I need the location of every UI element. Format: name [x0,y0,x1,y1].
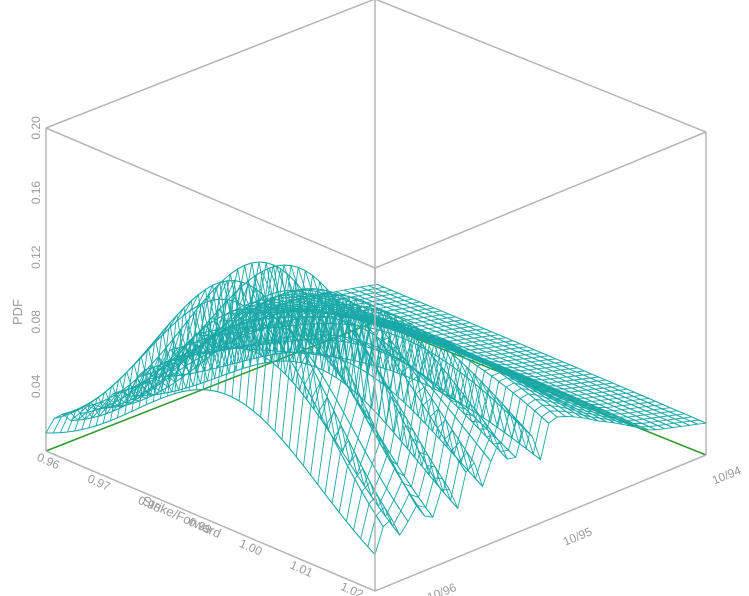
mesh-line-strike [367,410,699,547]
z-tick-label: 0.20 [29,116,43,140]
mesh-line-strike [267,297,599,425]
box-edge [374,454,707,592]
z-tick-label: 0.16 [29,181,43,205]
mesh-line-strike [224,262,556,394]
z-tick-label: 0.08 [29,310,43,334]
surface-mesh [45,261,707,555]
box-edge [375,0,707,133]
z-axis-ticks: 0.04 0.08 0.12 0.16 0.20 [29,116,43,398]
mesh-line-strike [338,387,671,513]
mesh-line-strike [360,404,692,539]
mesh-line-strike [252,281,585,412]
y-tick-label: 10/94 [710,463,743,487]
z-tick-label: 0.04 [29,374,43,398]
y-tick-label: 10/96 [425,580,458,596]
y-tick-label: 10/95 [561,524,594,548]
mesh-line-strike [331,379,664,504]
x-tick-label: 0.96 [35,450,62,472]
x-tick-label: 0.97 [85,471,112,493]
mesh-line-strike [374,416,707,555]
x-axis-label: Strike/Forward [140,493,223,541]
x-tick-label: 1.01 [288,558,315,580]
mesh-line-strike [59,289,392,433]
x-tick-label: 1.00 [237,536,264,558]
mesh-line-strike [238,268,571,401]
y-axis-ticks: 10/94 10/95 10/96 [425,463,743,596]
z-axis-label: PDF [10,299,25,325]
front-box-frame [45,127,707,592]
mesh-line-strike [281,316,614,440]
box-edge [45,450,376,592]
box-edge [45,0,375,129]
mesh-line-strike [274,305,606,432]
mesh-line-strike [131,311,463,412]
x-tick-label: 1.02 [338,579,365,596]
z-tick-label: 0.12 [29,245,43,269]
box-edge [374,131,707,269]
mesh-line-strike [288,328,621,449]
box-edge [45,127,376,269]
mesh-line-strike [353,398,685,531]
